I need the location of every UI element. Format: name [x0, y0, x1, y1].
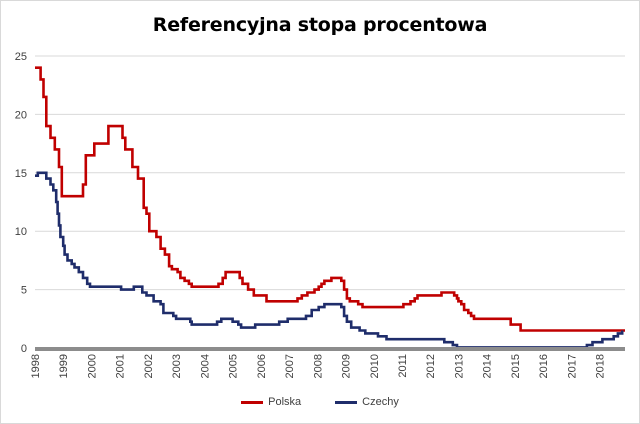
- x-tick-label: 2013: [453, 354, 465, 378]
- series-line-czechy: [35, 171, 624, 349]
- x-tick-label: 2012: [425, 354, 437, 378]
- y-tick-label: 10: [15, 226, 27, 238]
- y-tick-label: 15: [15, 168, 27, 180]
- x-tick-label: 1999: [58, 354, 70, 378]
- x-tick-label: 2014: [482, 354, 494, 378]
- x-tick-label: 2006: [256, 354, 268, 378]
- legend-swatch-polska: [241, 400, 264, 404]
- y-tick-label: 5: [21, 285, 27, 297]
- x-tick-label: 2005: [228, 354, 240, 378]
- x-tick-label: 2015: [510, 354, 522, 378]
- legend-swatch-czechy: [335, 400, 358, 404]
- x-tick-label: 2004: [199, 354, 211, 378]
- series-line-polska: [35, 66, 625, 332]
- x-tick-label: 2016: [538, 354, 550, 378]
- x-tick-label: 2018: [595, 354, 607, 378]
- legend-item-polska: Polska: [241, 396, 301, 408]
- x-tick-label: 2011: [397, 354, 409, 378]
- legend: Polska Czechy: [0, 396, 640, 408]
- x-tick-label: 2008: [312, 354, 324, 378]
- x-tick-label: 2010: [369, 354, 381, 378]
- legend-label-polska: Polska: [268, 396, 302, 408]
- x-tick-label: 2007: [284, 354, 296, 378]
- y-tick-label: 20: [15, 109, 27, 121]
- y-tick-label: 0: [21, 343, 27, 355]
- chart-title: Referencyjna stopa procentowa: [152, 14, 488, 36]
- x-tick-label: 1998: [30, 354, 42, 378]
- y-axis-ticks: 0 5 10 15 20 25: [15, 51, 27, 355]
- legend-item-czechy: Czechy: [335, 396, 399, 408]
- x-tick-label: 2017: [566, 354, 578, 378]
- x-tick-label: 2001: [115, 354, 127, 378]
- legend-label-czechy: Czechy: [362, 396, 399, 408]
- x-tick-label: 2000: [86, 354, 98, 378]
- x-axis-line: [35, 347, 625, 351]
- grid-lines: [35, 55, 625, 291]
- y-tick-label: 25: [15, 51, 27, 63]
- x-tick-label: 2009: [341, 354, 353, 378]
- x-tick-label: 2002: [143, 354, 155, 378]
- series-lines: [35, 66, 625, 349]
- x-tick-label: 2003: [171, 354, 183, 378]
- x-axis-ticks: 1998 1999 2000 2001 2002 2003 2004 2005 2006 2007…: [30, 354, 607, 378]
